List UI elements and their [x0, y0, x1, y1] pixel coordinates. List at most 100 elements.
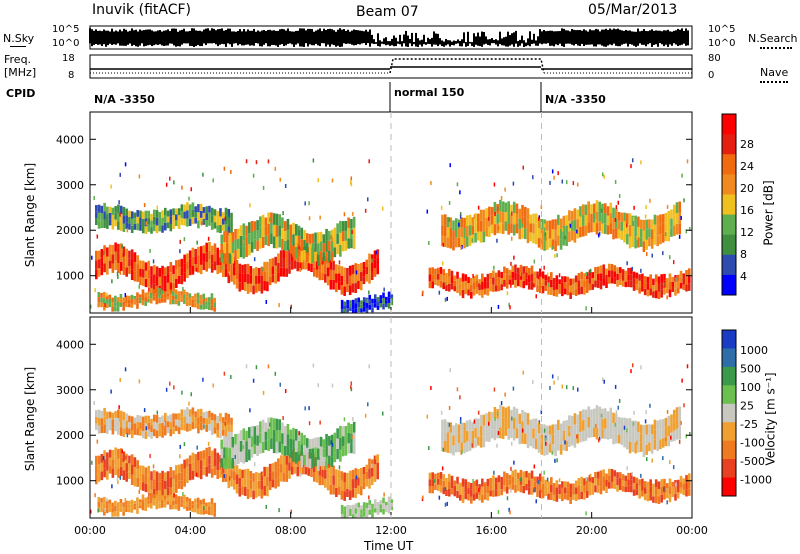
velocity-speck	[548, 487, 550, 492]
velocity-cell	[671, 491, 675, 497]
power-cell	[136, 223, 140, 231]
velocity-cell	[514, 477, 517, 485]
power-cell	[463, 227, 466, 239]
power-cell	[208, 212, 211, 220]
velocity-cell	[114, 447, 117, 457]
velocity-cell	[147, 503, 150, 508]
velocity-cell	[637, 431, 640, 443]
power-cell	[155, 276, 159, 286]
power-cell	[106, 265, 109, 275]
velocity-cell	[194, 411, 197, 418]
velocity-cell	[511, 476, 514, 484]
velocity-cell	[661, 428, 665, 439]
power-cell	[631, 226, 635, 237]
velocity-cell	[503, 478, 506, 485]
power-cell	[141, 218, 145, 227]
power-cell	[568, 220, 571, 232]
power-cell	[133, 252, 137, 262]
power-cell	[664, 231, 668, 242]
power-cell	[141, 294, 145, 300]
velocity-cell	[665, 488, 669, 494]
velocity-cell	[496, 428, 499, 439]
velocity-cell	[475, 479, 479, 487]
power-cell	[150, 227, 153, 234]
velocity-cell	[275, 430, 279, 442]
power-cell	[133, 298, 136, 302]
power-cell	[207, 297, 211, 302]
velocity-cell	[188, 502, 192, 507]
velocity-cell	[314, 437, 317, 448]
power-cell	[376, 257, 380, 266]
velocity-speck	[282, 416, 284, 421]
power-speck	[224, 216, 227, 221]
velocity-cell	[263, 486, 266, 496]
velocity-cell	[343, 472, 346, 483]
velocity-cell	[339, 437, 342, 450]
velocity-cell	[365, 464, 369, 472]
velocity-cell	[581, 409, 585, 421]
velocity-cell	[619, 484, 622, 491]
power-cell	[283, 221, 287, 231]
velocity-speck	[496, 411, 499, 416]
velocity-speck	[497, 509, 500, 514]
velocity-cell	[464, 479, 468, 486]
velocity-speck	[546, 477, 549, 482]
power-cell	[598, 211, 602, 222]
velocity-cell	[682, 483, 686, 490]
power-cell	[521, 216, 524, 228]
velocity-cell	[103, 416, 106, 425]
velocity-cell	[657, 496, 661, 505]
power-cell	[562, 215, 566, 226]
power-cell	[266, 261, 269, 272]
power-cell	[141, 289, 145, 295]
power-speck	[500, 196, 503, 201]
velocity-cell	[585, 477, 589, 485]
velocity-cell	[223, 458, 226, 470]
power-cell	[606, 225, 610, 235]
velocity-cell	[266, 486, 269, 497]
power-cell	[147, 260, 151, 270]
velocity-cell	[144, 506, 148, 512]
velocity-cell	[97, 464, 101, 474]
power-cell	[390, 297, 394, 302]
power-cell	[446, 237, 450, 248]
power-cell	[569, 285, 572, 293]
power-cell	[161, 274, 164, 284]
velocity-cell	[136, 469, 140, 478]
power-speck	[148, 287, 150, 292]
velocity-cell	[231, 447, 235, 458]
power-cell	[194, 298, 197, 303]
velocity-cell	[554, 445, 557, 457]
velocity-cell	[632, 489, 636, 496]
power-speck	[626, 223, 628, 228]
power-cell	[133, 261, 137, 272]
velocity-cell	[228, 458, 232, 469]
power-cell	[373, 298, 377, 304]
velocity-cell	[230, 432, 233, 440]
power-cell	[653, 234, 657, 245]
power-cell	[544, 285, 548, 291]
velocity-cell	[183, 494, 186, 500]
velocity-cell	[288, 470, 291, 479]
n-sky-tick-bottom: 10^0	[52, 38, 80, 49]
velocity-cell	[668, 494, 672, 503]
velocity-cell	[544, 479, 548, 486]
power-cell	[370, 271, 374, 281]
velocity-cell	[202, 412, 206, 418]
velocity-cell	[357, 485, 360, 495]
power-cell	[359, 262, 363, 273]
velocity-cell	[527, 480, 531, 488]
power-cell	[552, 284, 556, 291]
velocity-cell	[133, 423, 137, 430]
velocity-cell	[559, 423, 563, 434]
power-cell	[592, 213, 596, 223]
power-cell	[382, 292, 385, 299]
velocity-cell	[373, 503, 377, 509]
velocity-cell	[272, 441, 276, 454]
power-speck	[230, 169, 232, 174]
power-cell	[147, 295, 150, 299]
power-cell	[340, 275, 344, 286]
power-cell	[136, 292, 139, 298]
power-cell	[183, 204, 186, 212]
power-cell	[152, 209, 156, 217]
